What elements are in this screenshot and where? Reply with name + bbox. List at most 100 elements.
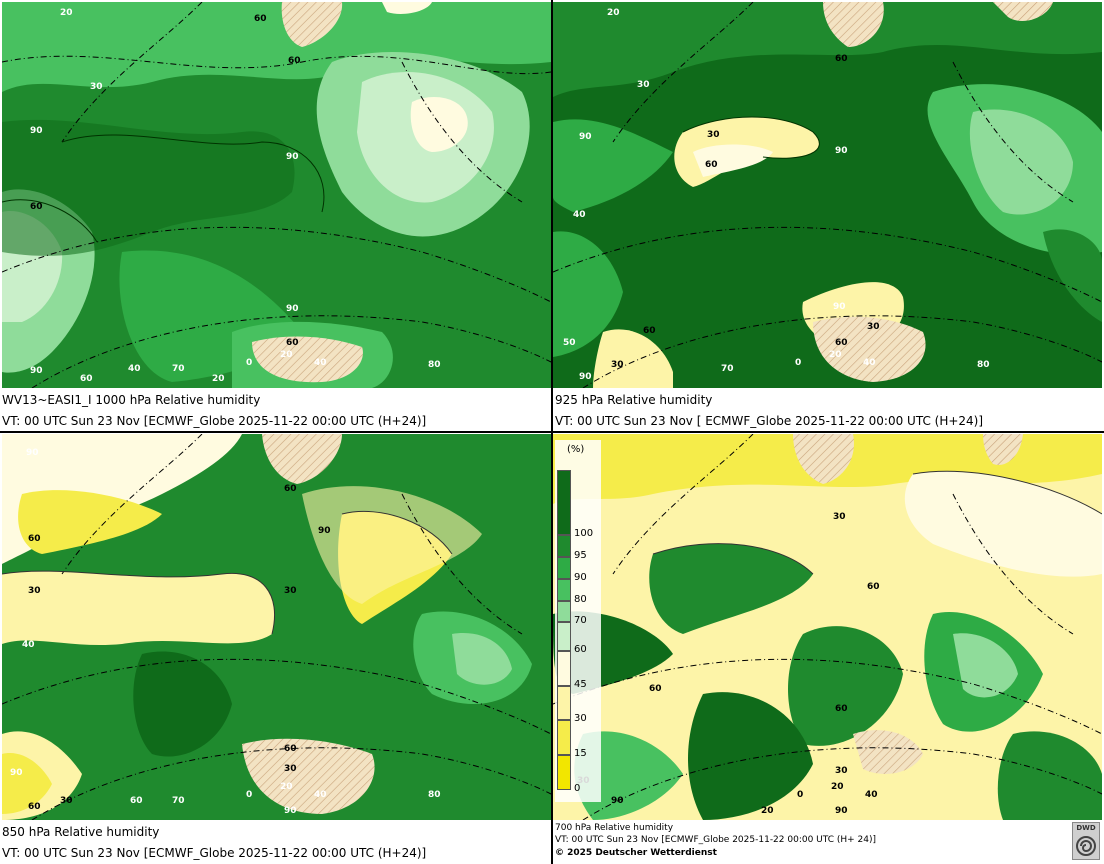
panel-title: WV13~EASI1_I 1000 hPa Relative humidity bbox=[2, 393, 261, 407]
contour-label: 90 bbox=[286, 304, 299, 314]
legend-swatch bbox=[557, 685, 571, 721]
legend-tick-label: 70 bbox=[574, 615, 587, 627]
panel-925hpa: 20 60 30 90 30 60 90 40 90 30 60 60 0 20… bbox=[553, 0, 1104, 432]
humidity-field-925hpa bbox=[553, 2, 1102, 388]
contour-label: 60 bbox=[286, 338, 299, 348]
contour-label: 90 bbox=[579, 372, 592, 382]
contour-label: 90 bbox=[30, 366, 43, 376]
contour-label: 90 bbox=[318, 526, 331, 536]
contour-label: 60 bbox=[284, 744, 297, 754]
caption-850hpa: 850 hPa Relative humidity VT: 00 UTC Sun… bbox=[0, 822, 551, 864]
contour-label: 30 bbox=[707, 130, 720, 140]
contour-label: 20 bbox=[761, 806, 774, 816]
contour-label: 40 bbox=[314, 358, 327, 368]
logo-text: DWD bbox=[1076, 824, 1096, 832]
contour-label: 60 bbox=[130, 796, 143, 806]
contour-label: 90 bbox=[286, 152, 299, 162]
legend-tick-label: 0 bbox=[574, 783, 581, 794]
legend-tick-label: 90 bbox=[574, 571, 587, 583]
valid-time-line: VT: 00 UTC Sun 23 Nov [ECMWF_Globe 2025-… bbox=[555, 835, 877, 845]
contour-label: 50 bbox=[563, 338, 576, 348]
contour-label: 0 bbox=[246, 790, 253, 800]
contour-label: 90 bbox=[833, 302, 846, 312]
panel-850hpa: 90 60 90 60 30 30 40 60 30 20 0 40 80 70… bbox=[0, 432, 551, 864]
map-925hpa: 20 60 30 90 30 60 90 40 90 30 60 60 0 20… bbox=[553, 2, 1102, 388]
contour-label: 80 bbox=[428, 790, 441, 800]
humidity-field-700hpa bbox=[553, 434, 1102, 820]
legend-swatch bbox=[557, 622, 571, 651]
legend-tick-label: 95 bbox=[574, 550, 587, 562]
humidity-field-850hpa bbox=[2, 434, 551, 820]
contour-label: 30 bbox=[867, 322, 880, 332]
contour-label: 90 bbox=[284, 806, 297, 816]
contour-label: 90 bbox=[10, 768, 23, 778]
contour-label: 60 bbox=[649, 684, 662, 694]
contour-label: 60 bbox=[867, 582, 880, 592]
caption-925hpa: 925 hPa Relative humidity VT: 00 UTC Sun… bbox=[553, 390, 1104, 432]
contour-label: 40 bbox=[22, 640, 35, 650]
contour-label: 60 bbox=[80, 374, 93, 384]
contour-label: 90 bbox=[579, 132, 592, 142]
legend-tick-label: 60 bbox=[574, 643, 587, 655]
color-legend: (%) 100 95 90 80 70 60 45 30 15 0 bbox=[555, 440, 601, 802]
contour-label: 40 bbox=[573, 210, 586, 220]
contour-label: 20 bbox=[60, 8, 73, 18]
contour-label: 30 bbox=[833, 512, 846, 522]
contour-label: 60 bbox=[835, 54, 848, 64]
contour-label: 70 bbox=[721, 364, 734, 374]
panel-700hpa: 30 60 60 30 60 30 90 20 0 20 40 90 700 h… bbox=[553, 432, 1104, 864]
contour-label: 90 bbox=[611, 796, 624, 806]
contour-label: 60 bbox=[284, 484, 297, 494]
valid-time-line: VT: 00 UTC Sun 23 Nov [ ECMWF_Globe 2025… bbox=[555, 414, 984, 428]
legend-swatch bbox=[557, 535, 571, 558]
contour-label: 30 bbox=[284, 764, 297, 774]
contour-label: 60 bbox=[28, 534, 41, 544]
caption-1000hpa: WV13~EASI1_I 1000 hPa Relative humidity … bbox=[0, 390, 551, 432]
legend-swatch bbox=[557, 600, 571, 623]
contour-label: 80 bbox=[977, 360, 990, 370]
contour-label: 60 bbox=[705, 160, 718, 170]
contour-label: 60 bbox=[835, 704, 848, 714]
copyright-notice: © 2025 Deutscher Wetterdienst bbox=[555, 848, 717, 858]
contour-label: 0 bbox=[797, 790, 804, 800]
contour-label: 30 bbox=[611, 360, 624, 370]
legend-tick-label: 30 bbox=[574, 713, 587, 725]
contour-label: 70 bbox=[172, 796, 185, 806]
contour-label: 60 bbox=[30, 202, 43, 212]
contour-label: 20 bbox=[280, 782, 293, 792]
contour-label: 70 bbox=[172, 364, 185, 374]
contour-label: 0 bbox=[795, 358, 802, 368]
legend-swatch bbox=[557, 650, 571, 686]
contour-label: 80 bbox=[428, 360, 441, 370]
contour-label: 0 bbox=[246, 358, 253, 368]
panel-divider-horizontal bbox=[0, 431, 1104, 433]
legend-swatch bbox=[557, 470, 571, 536]
contour-label: 90 bbox=[26, 448, 39, 458]
contour-label: 30 bbox=[835, 766, 848, 776]
panel-title: 850 hPa Relative humidity bbox=[2, 825, 160, 839]
contour-label: 20 bbox=[607, 8, 620, 18]
legend-tick-label: 100 bbox=[574, 528, 594, 540]
map-700hpa: 30 60 60 30 60 30 90 20 0 20 40 90 bbox=[553, 434, 1102, 820]
contour-label: 30 bbox=[284, 586, 297, 596]
map-1000hpa: 20 60 60 30 90 90 60 90 60 0 20 40 70 20… bbox=[2, 2, 551, 388]
valid-time-line: VT: 00 UTC Sun 23 Nov [ECMWF_Globe 2025-… bbox=[2, 846, 427, 860]
caption-700hpa: 700 hPa Relative humidity VT: 00 UTC Sun… bbox=[553, 822, 1104, 864]
legend-tick-label: 15 bbox=[574, 748, 587, 760]
panel-title: 700 hPa Relative humidity bbox=[555, 823, 674, 833]
legend-swatch bbox=[557, 557, 571, 579]
panel-title: 925 hPa Relative humidity bbox=[555, 393, 713, 407]
contour-label: 90 bbox=[835, 806, 848, 816]
dwd-logo: DWD bbox=[1072, 822, 1100, 860]
contour-label: 90 bbox=[30, 126, 43, 136]
panel-1000hpa: 20 60 60 30 90 90 60 90 60 0 20 40 70 20… bbox=[0, 0, 551, 432]
contour-label: 30 bbox=[60, 796, 73, 806]
contour-label: 20 bbox=[212, 374, 225, 384]
contour-label: 20 bbox=[829, 350, 842, 360]
contour-label: 60 bbox=[288, 56, 301, 66]
contour-label: 60 bbox=[835, 338, 848, 348]
contour-label: 20 bbox=[831, 782, 844, 792]
humidity-field-1000hpa bbox=[2, 2, 551, 388]
contour-label: 40 bbox=[314, 790, 327, 800]
contour-label: 40 bbox=[863, 358, 876, 368]
